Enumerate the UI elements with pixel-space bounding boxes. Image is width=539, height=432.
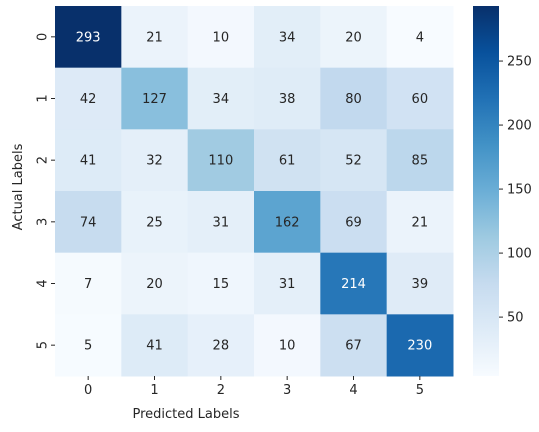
cell-value-label: 20 (146, 277, 163, 292)
heatmap-cell (187, 129, 255, 192)
y-tick-label: 5 (36, 341, 51, 349)
cell-value-label: 162 (275, 215, 300, 230)
cell-value-label: 39 (412, 277, 429, 292)
cell-value-label: 25 (146, 215, 163, 230)
cell-value-label: 20 (345, 30, 362, 45)
cell-value-label: 110 (208, 154, 233, 169)
cell-value-label: 4 (416, 30, 424, 45)
cell-value-label: 61 (279, 154, 296, 169)
y-tick-label: 4 (36, 279, 51, 287)
cell-value-label: 32 (146, 154, 163, 169)
heatmap-cell (320, 6, 388, 69)
cell-value-label: 5 (84, 339, 92, 354)
x-tick-label: 3 (283, 383, 291, 398)
cell-value-label: 230 (407, 339, 432, 354)
cell-value-label: 34 (213, 92, 230, 107)
heatmap-cell (187, 191, 255, 254)
heatmap-cell (386, 252, 454, 315)
cell-value-label: 52 (345, 154, 362, 169)
heatmap-cell (55, 67, 122, 130)
colorbar-tick-label: 150 (507, 183, 532, 198)
cell-value-label: 127 (142, 92, 167, 107)
x-tick-label: 0 (84, 383, 92, 398)
heatmap-cell (121, 67, 189, 130)
cell-value-label: 41 (80, 154, 97, 169)
heatmap-cell (254, 314, 321, 377)
cell-value-label: 42 (80, 92, 97, 107)
heatmap-cell (55, 6, 122, 69)
cell-value-label: 293 (76, 30, 101, 45)
heatmap-cell (320, 314, 388, 377)
heatmap-cell (187, 252, 255, 315)
cell-value-label: 214 (341, 277, 366, 292)
heatmap-cell (55, 191, 122, 254)
cell-value-label: 10 (279, 339, 296, 354)
colorbar-tick-label: 100 (507, 247, 532, 262)
cell-value-label: 69 (345, 215, 362, 230)
heatmap-cell (254, 6, 321, 69)
heatmap-cell (121, 6, 189, 69)
heatmap-cell (55, 129, 122, 192)
heatmap-cell (121, 252, 189, 315)
cell-value-label: 15 (213, 277, 230, 292)
y-axis-label: Actual Labels (11, 143, 26, 230)
heatmap-cell (254, 191, 321, 254)
cell-value-label: 31 (279, 277, 296, 292)
y-tick-label: 2 (36, 156, 51, 164)
colorbar-ticks: 50 100 150 200 250 (499, 55, 532, 326)
cell-value-label: 60 (412, 92, 429, 107)
heatmap-cell (320, 252, 388, 315)
heatmap-cell (187, 67, 255, 130)
y-tick-label: 0 (36, 33, 51, 41)
cell-value-label: 7 (84, 277, 92, 292)
colorbar (473, 6, 499, 376)
heatmap-cell (55, 314, 122, 377)
heatmap-cell (254, 129, 321, 192)
cell-value-label: 41 (146, 339, 163, 354)
y-tick-label: 1 (36, 94, 51, 102)
cell-value-label: 21 (412, 215, 429, 230)
colorbar-tick-label: 250 (507, 55, 532, 70)
heatmap-cell (386, 6, 454, 69)
heatmap-cell (121, 191, 189, 254)
cell-value-label: 74 (80, 215, 97, 230)
x-tick-label: 5 (416, 383, 424, 398)
colorbar-tick-label: 200 (507, 119, 532, 134)
heatmap-cell (121, 129, 189, 192)
cell-value-label: 28 (213, 339, 230, 354)
cell-value-label: 31 (213, 215, 230, 230)
heatmap-cell (121, 314, 189, 377)
cell-value-label: 10 (213, 30, 230, 45)
heatmap-cell (55, 252, 122, 315)
heatmap-cell (320, 129, 388, 192)
heatmap-cell (386, 67, 454, 130)
colorbar-tick-label: 50 (507, 311, 524, 326)
cell-value-label: 38 (279, 92, 296, 107)
x-tick-label: 4 (349, 383, 357, 398)
heatmap-cell (320, 191, 388, 254)
heatmap-cell (187, 6, 255, 69)
heatmap-cell (386, 314, 454, 377)
cell-value-label: 80 (345, 92, 362, 107)
x-tick-label: 1 (150, 383, 158, 398)
heatmap-cell (187, 314, 255, 377)
x-axis-ticks: 0 1 2 3 4 5 (84, 376, 424, 398)
cell-value-label: 21 (146, 30, 163, 45)
y-axis-ticks: 0 1 2 3 4 5 (36, 33, 55, 349)
x-axis-label: Predicted Labels (132, 407, 239, 422)
heatmap-cell (254, 67, 321, 130)
heatmap-cell (386, 129, 454, 192)
y-tick-label: 3 (36, 218, 51, 226)
cell-value-label: 85 (412, 154, 429, 169)
cell-value-label: 67 (345, 339, 362, 354)
heatmap-cells (55, 6, 454, 377)
heatmap-cell (254, 252, 321, 315)
cell-value-label: 34 (279, 30, 296, 45)
x-tick-label: 2 (217, 383, 225, 398)
heatmap-cell (386, 191, 454, 254)
heatmap-cell (320, 67, 388, 130)
